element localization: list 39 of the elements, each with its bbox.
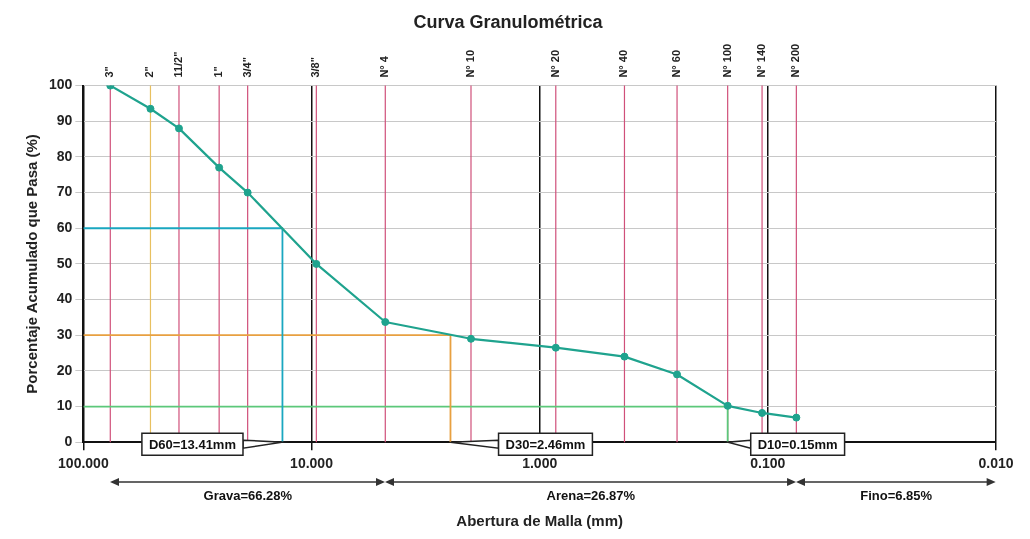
x-tick-label: 0.100 (750, 455, 786, 472)
text: Grava=66.28% (203, 488, 293, 504)
y-tick-label: 0 (64, 433, 73, 450)
annotation: 3/8" (309, 57, 322, 78)
y-tick-label: 100 (49, 76, 73, 93)
annotation: N° 20 (548, 49, 561, 78)
x-tick-label: 10.000 (290, 455, 334, 472)
annotation: N° 140 (755, 43, 768, 78)
annotation: 3/4" (240, 57, 253, 78)
annotation: N° 40 (617, 49, 630, 78)
y-axis-title: Porcentaje Acumulado que Pasa (%) (23, 134, 41, 394)
x-tick-label: 100.000 (58, 455, 109, 472)
chart-title: Curva Granulométrica (413, 11, 604, 32)
y-tick-label: 60 (56, 219, 73, 236)
annotation: N° 200 (789, 43, 802, 78)
x-tick-label: 1.000 (522, 455, 558, 472)
annotation: D30=2.46mm (505, 436, 586, 452)
text: Fino=6.85% (860, 488, 933, 504)
y-tick-label: 40 (56, 290, 73, 307)
y-tick-label: 90 (56, 112, 73, 129)
y-tick-label: 10 (56, 397, 73, 414)
annotation: 1" (212, 66, 225, 78)
annotation: D60=13.41mm (148, 436, 236, 452)
y-tick-label: 70 (56, 183, 73, 200)
x-axis-title: Abertura de Malla (mm) (456, 512, 624, 530)
y-tick-label: 20 (56, 361, 73, 378)
annotation: 11/2" (172, 51, 185, 78)
text: Arena=26.87% (546, 488, 636, 504)
annotation: N° 10 (464, 49, 477, 78)
x-tick-label: 0.010 (978, 455, 1014, 472)
annotation: N° 4 (378, 55, 391, 78)
y-tick-label: 50 (56, 254, 73, 271)
annotation: 3" (103, 66, 116, 78)
annotation: D10=0.15mm (757, 436, 838, 452)
annotation: N° 100 (720, 43, 733, 78)
annotation: 2" (143, 66, 156, 78)
y-tick-label: 80 (56, 147, 73, 164)
y-tick-label: 30 (56, 326, 73, 343)
annotation: N° 60 (670, 49, 683, 78)
